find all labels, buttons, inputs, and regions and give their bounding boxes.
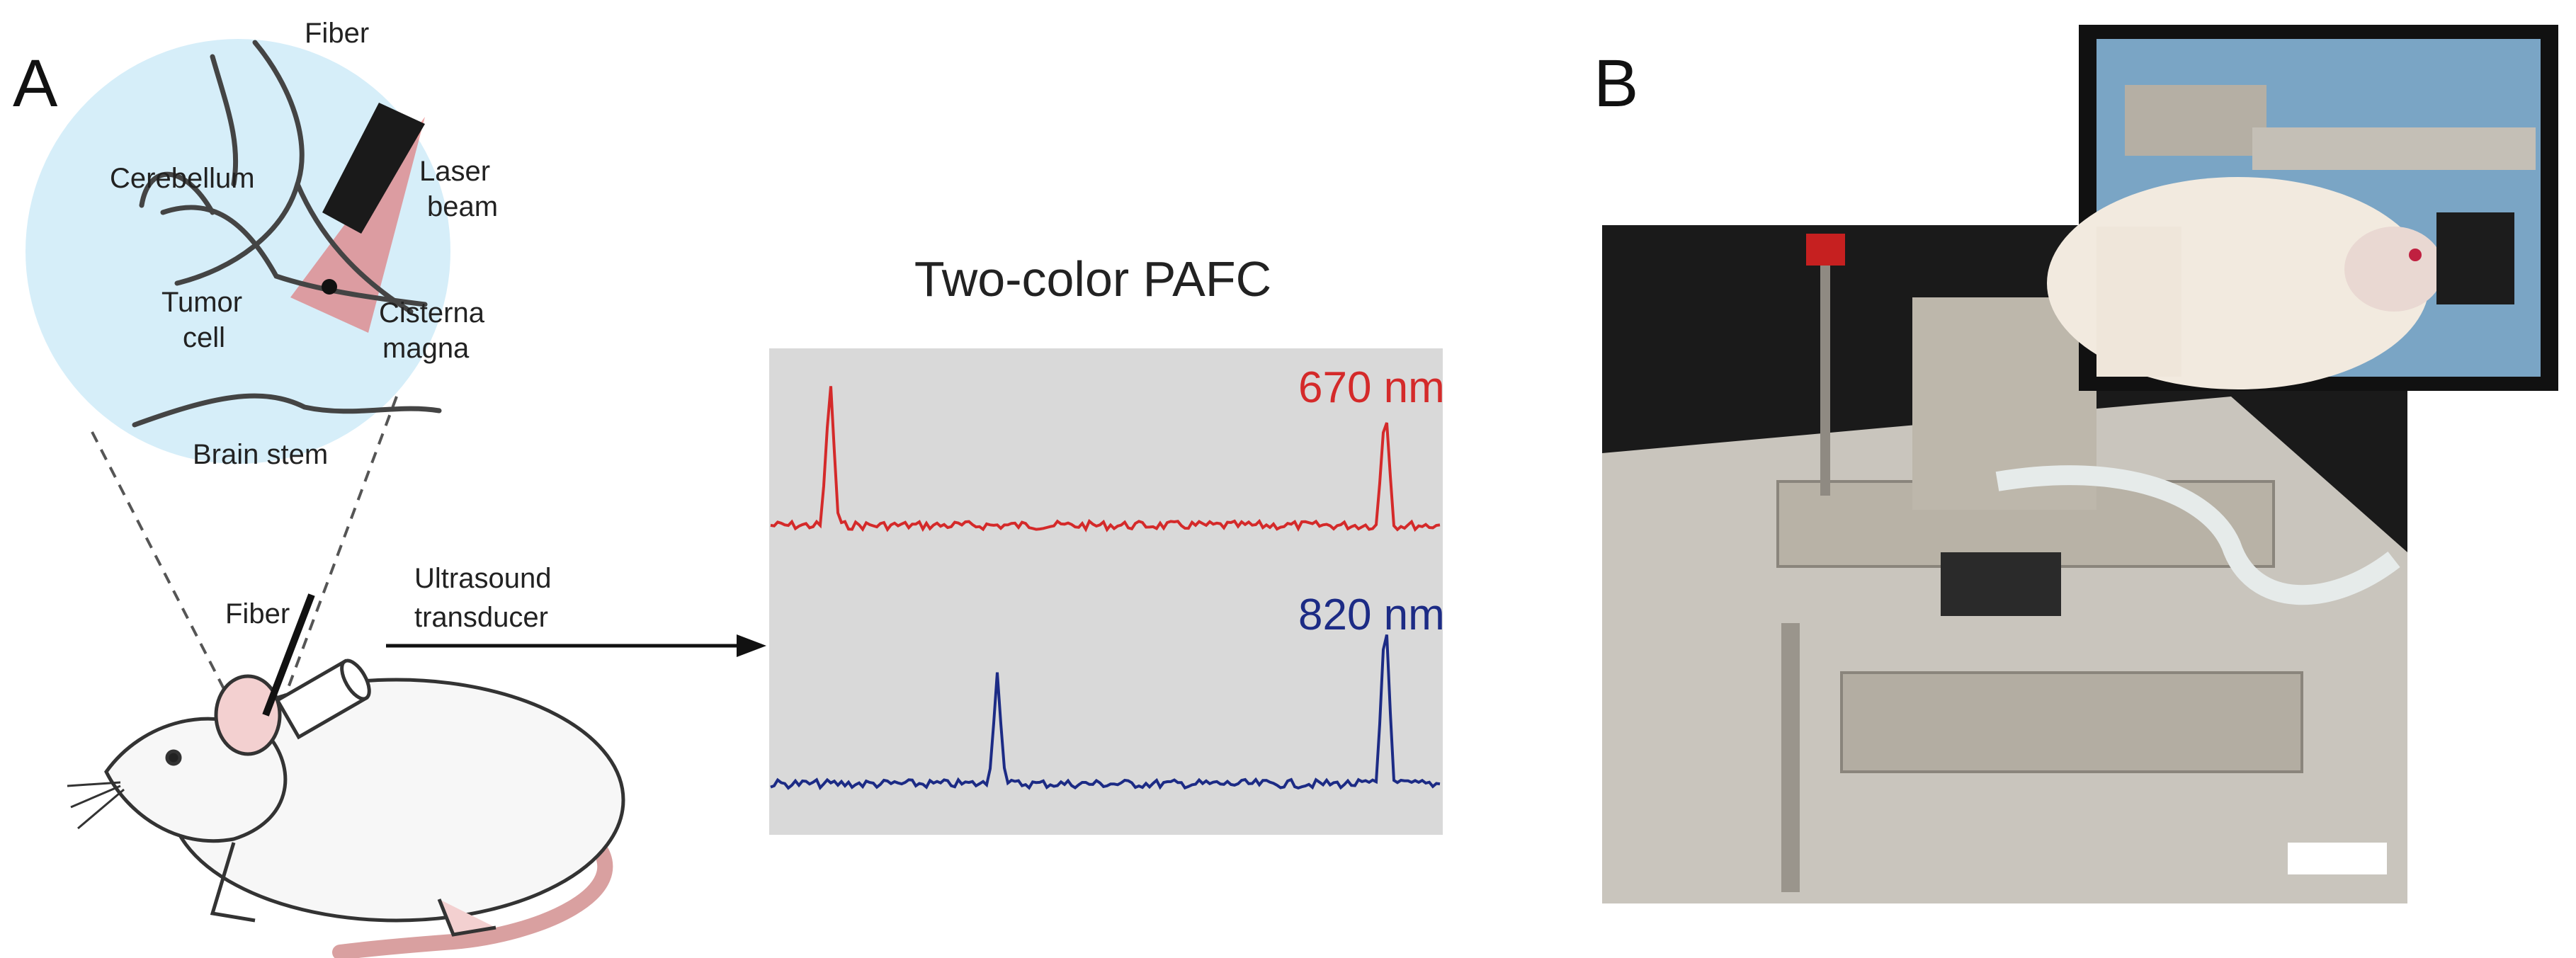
- transducer: [275, 658, 371, 740]
- inset-label: Tumor: [161, 287, 242, 318]
- label: Fiber: [225, 598, 290, 629]
- fiber-tip: [322, 103, 425, 234]
- panel-label: A: [13, 46, 58, 121]
- trace-label: 820 nm: [1298, 591, 1445, 639]
- inset-circle: [25, 39, 450, 464]
- inset-label: Fiber: [305, 18, 369, 49]
- inset-label: beam: [427, 191, 498, 222]
- vessels: [132, 40, 442, 428]
- trace-label: 670 nm: [1298, 363, 1445, 412]
- arrow-head: [737, 634, 766, 657]
- zoom-line: [91, 431, 235, 709]
- inset-label: cell: [183, 322, 225, 353]
- inset-label: Brain stem: [193, 439, 328, 470]
- panel-label: B: [1594, 46, 1638, 121]
- inset-label: Laser: [419, 156, 490, 187]
- zoom-line: [282, 396, 398, 702]
- plot-title: Two-color PAFC: [914, 251, 1271, 307]
- label: Ultrasound: [414, 563, 551, 594]
- label: transducer: [414, 602, 548, 633]
- inset-label: magna: [382, 333, 470, 364]
- plot-area: [769, 348, 1443, 835]
- inset-label: Cisterna: [379, 297, 485, 329]
- photo-inset: [2047, 25, 2558, 391]
- signal-trace: [770, 386, 1441, 532]
- fiber: [262, 593, 315, 717]
- inset-label: Cerebellum: [110, 163, 255, 194]
- signal-trace: [770, 634, 1441, 791]
- mouse: [67, 674, 625, 958]
- tumor-cell: [322, 279, 337, 295]
